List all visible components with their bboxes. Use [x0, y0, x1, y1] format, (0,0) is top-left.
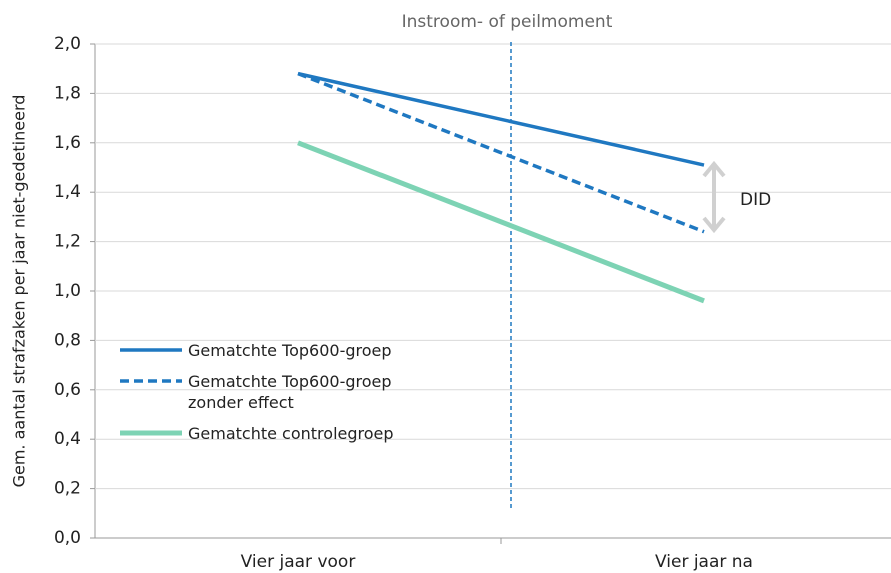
series-line	[297, 72, 705, 234]
legend-swatch	[120, 379, 182, 383]
annotation: DID	[740, 190, 771, 210]
y-tick-label: 1,8	[54, 83, 81, 103]
annotation: Instroom- of peilmoment	[402, 12, 613, 32]
x-tick-label: Vier jaar voor	[241, 552, 356, 572]
legend-swatch	[120, 430, 182, 436]
series-line	[297, 71, 705, 167]
y-tick-label: 1,6	[54, 133, 81, 153]
y-tick-label: 0,2	[54, 479, 81, 499]
x-tick-label: Vier jaar na	[655, 552, 753, 572]
legend-label: Gematchte Top600-groep	[188, 341, 392, 360]
did-arrow	[702, 160, 726, 234]
y-tick-label: 1,2	[54, 232, 81, 252]
series-line	[297, 140, 705, 304]
y-tick-label: 0,4	[54, 429, 81, 449]
y-tick-label: 0,0	[54, 528, 81, 548]
legend-item: Gematchte Top600-groep	[120, 340, 450, 361]
y-tick-label: 0,6	[54, 380, 81, 400]
y-tick-label: 1,0	[54, 281, 81, 301]
y-tick-label: 0,8	[54, 330, 81, 350]
legend-label: Gematchte controlegroep	[188, 424, 394, 443]
legend-label: Gematchte Top600-groep zonder effect	[188, 372, 392, 412]
legend-item: Gematchte controlegroep	[120, 423, 450, 444]
legend-item: Gematchte Top600-groep zonder effect	[120, 371, 450, 413]
y-axis-label: Gem. aantal strafzaken per jaar niet-ged…	[10, 95, 29, 488]
y-tick-label: 2,0	[54, 34, 81, 54]
y-tick-label: 1,4	[54, 182, 81, 202]
legend: Gematchte Top600-groep Gematchte Top600-g…	[120, 340, 450, 454]
legend-swatch	[120, 348, 182, 352]
